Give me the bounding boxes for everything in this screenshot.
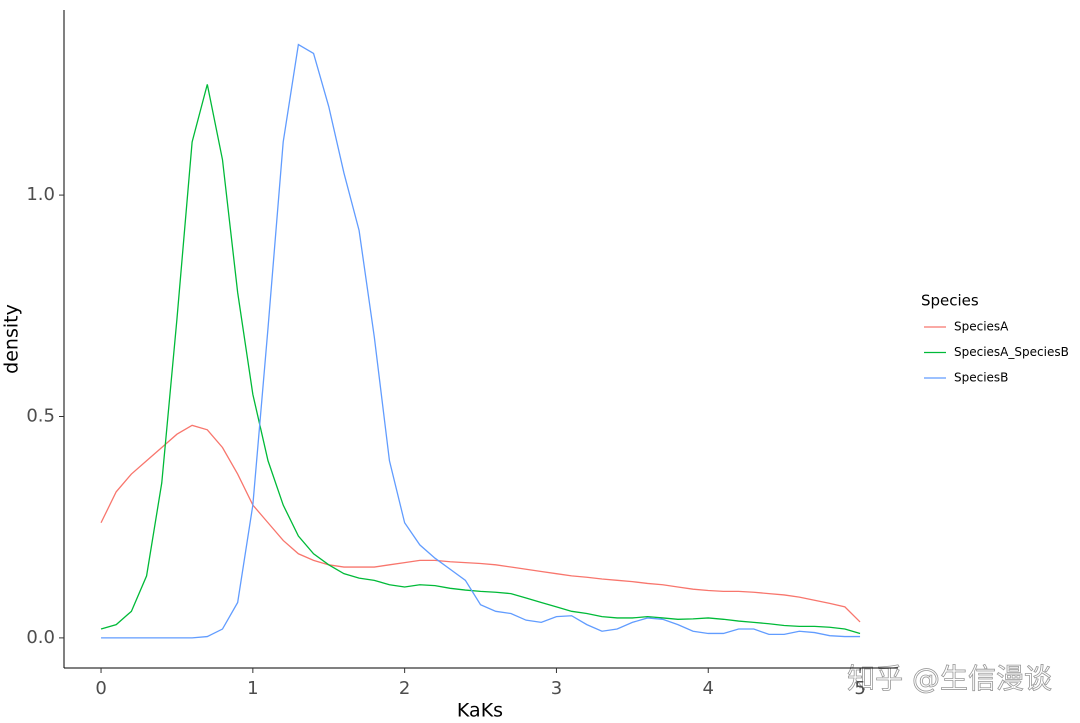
legend-label: SpeciesB bbox=[954, 371, 1008, 385]
x-tick-label: 2 bbox=[399, 678, 410, 699]
x-tick-label: 3 bbox=[551, 678, 562, 699]
y-tick-label: 1.0 bbox=[26, 184, 55, 205]
y-tick-label: 0.0 bbox=[26, 627, 55, 648]
watermark: 知乎 @生信漫谈 bbox=[847, 662, 1052, 695]
x-tick-label: 0 bbox=[95, 678, 106, 699]
x-tick-label: 1 bbox=[247, 678, 258, 699]
legend-title: Species bbox=[921, 292, 979, 310]
x-tick-label: 4 bbox=[703, 678, 714, 699]
y-tick-label: 0.5 bbox=[26, 405, 55, 426]
legend-label: SpeciesA_SpeciesB bbox=[954, 345, 1069, 359]
line bbox=[100, 424, 861, 623]
legend-label: SpeciesA bbox=[954, 320, 1009, 334]
line bbox=[101, 43, 861, 639]
x-axis-title: KaKs bbox=[457, 700, 503, 722]
line bbox=[100, 84, 861, 635]
y-axis-title: density bbox=[1, 304, 23, 374]
x-tick-label: 5 bbox=[854, 678, 865, 699]
